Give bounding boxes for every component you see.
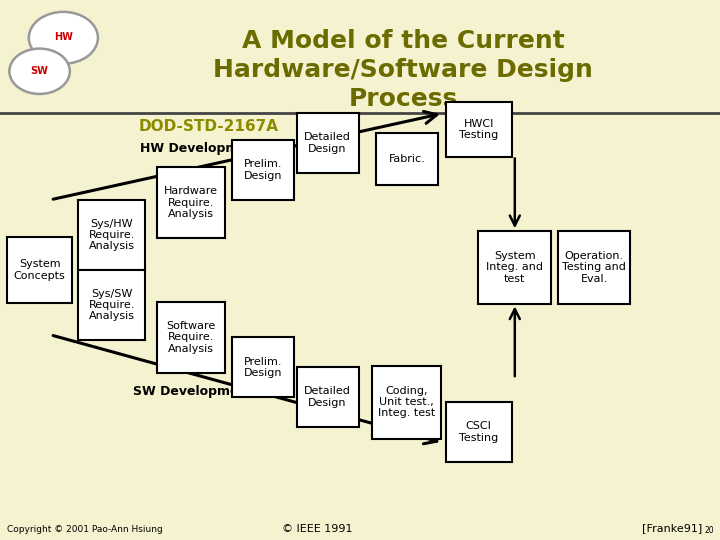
FancyBboxPatch shape bbox=[157, 302, 225, 373]
Circle shape bbox=[29, 12, 98, 64]
Text: Prelim.
Design: Prelim. Design bbox=[243, 159, 282, 181]
Text: System
Concepts: System Concepts bbox=[14, 259, 66, 281]
Text: Copyright © 2001 Pao-Ann Hsiung: Copyright © 2001 Pao-Ann Hsiung bbox=[7, 524, 163, 534]
FancyBboxPatch shape bbox=[446, 102, 511, 157]
Text: DOD-STD-2167A: DOD-STD-2167A bbox=[139, 119, 279, 134]
Text: Hardware
Require.
Analysis: Hardware Require. Analysis bbox=[164, 186, 218, 219]
Text: Coding,
Unit test.,
Integ. test: Coding, Unit test., Integ. test bbox=[378, 386, 436, 418]
FancyBboxPatch shape bbox=[78, 200, 145, 271]
FancyBboxPatch shape bbox=[78, 270, 145, 341]
FancyBboxPatch shape bbox=[376, 133, 438, 185]
Text: System
Integ. and
test: System Integ. and test bbox=[486, 251, 544, 284]
Text: Sys/SW
Require.
Analysis: Sys/SW Require. Analysis bbox=[89, 289, 135, 321]
Text: Detailed
Design: Detailed Design bbox=[304, 132, 351, 154]
Text: SW: SW bbox=[31, 66, 48, 76]
Text: 20: 20 bbox=[704, 525, 714, 535]
FancyBboxPatch shape bbox=[232, 337, 294, 397]
Text: [Franke91]: [Franke91] bbox=[642, 523, 702, 534]
FancyBboxPatch shape bbox=[7, 238, 72, 302]
FancyBboxPatch shape bbox=[232, 140, 294, 200]
Text: HWCI
Testing: HWCI Testing bbox=[459, 119, 498, 140]
FancyBboxPatch shape bbox=[446, 402, 511, 462]
Text: SW Development: SW Development bbox=[133, 385, 253, 398]
Text: Fabric.: Fabric. bbox=[388, 154, 426, 164]
Text: A Model of the Current
Hardware/Software Design
Process: A Model of the Current Hardware/Software… bbox=[213, 30, 593, 111]
Text: © IEEE 1991: © IEEE 1991 bbox=[282, 523, 352, 534]
FancyBboxPatch shape bbox=[297, 367, 359, 427]
Text: Detailed
Design: Detailed Design bbox=[304, 386, 351, 408]
FancyBboxPatch shape bbox=[297, 113, 359, 173]
Text: Operation.
Testing and
Eval.: Operation. Testing and Eval. bbox=[562, 251, 626, 284]
FancyBboxPatch shape bbox=[372, 366, 441, 439]
Text: CSCI
Testing: CSCI Testing bbox=[459, 421, 498, 443]
FancyBboxPatch shape bbox=[557, 231, 631, 304]
FancyBboxPatch shape bbox=[157, 167, 225, 238]
FancyBboxPatch shape bbox=[478, 231, 552, 304]
Text: HW: HW bbox=[54, 32, 73, 42]
Text: HW Development: HW Development bbox=[140, 142, 262, 155]
Text: Software
Require.
Analysis: Software Require. Analysis bbox=[166, 321, 215, 354]
Text: Prelim.
Design: Prelim. Design bbox=[243, 356, 282, 378]
Circle shape bbox=[9, 49, 70, 94]
Text: Sys/HW
Require.
Analysis: Sys/HW Require. Analysis bbox=[89, 219, 135, 251]
